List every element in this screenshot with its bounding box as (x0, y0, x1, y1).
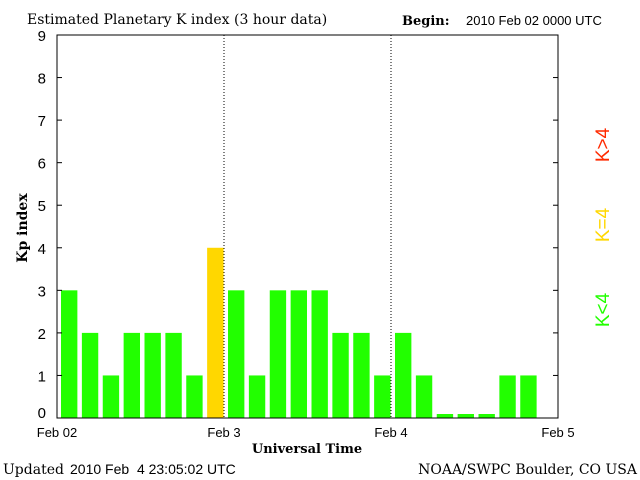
kp-bar (332, 332, 349, 418)
kp-bar (457, 414, 474, 418)
y-tick-label: 4 (38, 241, 46, 258)
begin-value: 2010 Feb 02 0000 UTC (466, 13, 602, 28)
kp-bar (248, 375, 266, 418)
kp-bar (436, 414, 454, 418)
credit: NOAA/SWPC Boulder, CO USA (418, 462, 638, 478)
plot-frame (56, 34, 559, 419)
kp-bar (311, 290, 328, 418)
y-tick-label: 1 (38, 368, 46, 385)
kp-bar (520, 375, 537, 418)
y-tick-label: 3 (38, 283, 46, 300)
x-tick-label: Feb 5 (541, 425, 574, 440)
kp-bar (395, 332, 412, 418)
y-tick-label: 2 (38, 326, 46, 343)
updated-value: 2010 Feb 4 23:05:02 UTC (70, 461, 236, 477)
legend-item: K=4 (593, 207, 614, 242)
x-tick-label: Feb 4 (374, 425, 407, 440)
kp-bar (290, 290, 307, 418)
legend-item: K<4 (593, 292, 614, 327)
y-tick-label: 8 (38, 71, 46, 88)
y-tick-label: 6 (38, 156, 46, 173)
x-axis-label: Universal Time (252, 442, 362, 457)
kp-bar (415, 375, 433, 418)
y-axis-label: Kp index (15, 193, 31, 263)
y-tick-label: 7 (38, 113, 46, 130)
kp-bar (228, 290, 245, 418)
x-tick-label: Feb 02 (37, 425, 77, 440)
kp-bar (81, 332, 99, 418)
y-tick-label: 9 (38, 28, 46, 45)
kp-bar (123, 332, 140, 418)
kp-bar (374, 375, 391, 418)
kp-bar (165, 332, 182, 418)
kp-bar (269, 290, 287, 418)
kp-bar (102, 375, 120, 418)
kp-bar (478, 414, 495, 418)
y-tick-label: 5 (38, 198, 46, 215)
legend-item: K>4 (593, 127, 614, 162)
kp-bar (499, 375, 516, 418)
kp-bar (61, 290, 78, 418)
chart-title: Estimated Planetary K index (3 hour data… (27, 12, 327, 28)
kp-bar (144, 332, 161, 418)
kp-bar (186, 375, 203, 418)
x-tick-label: Feb 3 (207, 425, 240, 440)
begin-label: Begin: (402, 14, 450, 29)
updated-label: Updated (3, 462, 64, 478)
kp-bar (207, 247, 224, 418)
y-tick-label: 0 (38, 405, 46, 422)
kp-bar (353, 332, 370, 418)
